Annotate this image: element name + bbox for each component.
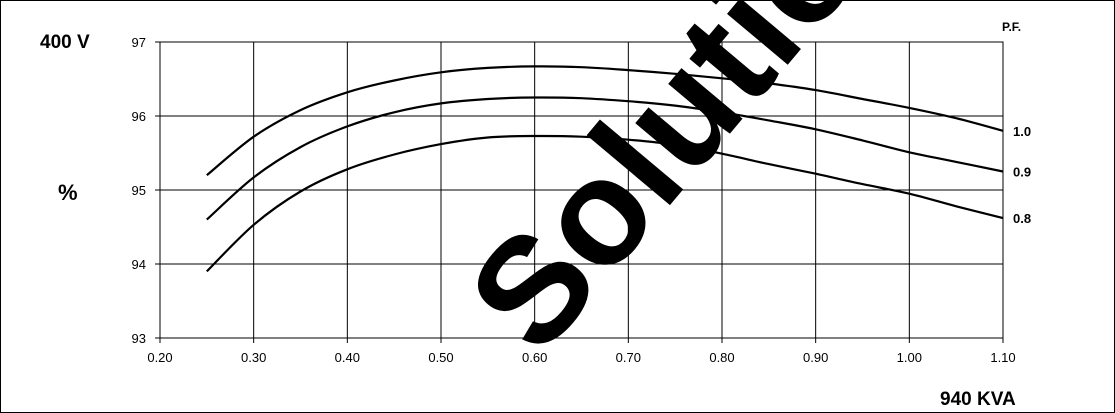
x-tick-label: 0.50 [428, 350, 453, 365]
x-tick-label: 0.80 [709, 350, 734, 365]
x-tick-label: 0.30 [241, 350, 266, 365]
series-line-pf-1-0 [206, 65, 1004, 177]
x-tick-label: 1.00 [897, 350, 922, 365]
x-tick-label: 0.60 [522, 350, 547, 365]
series-label: 0.8 [1013, 211, 1031, 226]
series-line-pf-0-9 [206, 96, 1004, 221]
x-tick-label: 0.20 [147, 350, 172, 365]
series-line-pf-0-8 [206, 134, 1004, 273]
x-tick-label: 0.90 [803, 350, 828, 365]
y-tick-label: 96 [132, 109, 146, 124]
series-labels: 1.0 0.9 0.8 [1013, 124, 1031, 226]
legend-title: P.F. [1002, 20, 1021, 34]
x-tick-label: 1.10 [990, 350, 1015, 365]
x-tick-labels: 0.20 0.30 0.40 0.50 0.60 0.70 0.80 0.90 1.00 1.10 [147, 350, 1015, 365]
series-layer [206, 65, 1004, 273]
y-tick-labels: 93 94 95 96 97 [132, 35, 146, 346]
x-axis-label: 940 KVA [940, 389, 1016, 410]
grid-layer [155, 41, 1004, 343]
y-axis-label: % [58, 180, 78, 205]
voltage-label: 400 V [40, 32, 90, 53]
y-tick-label: 94 [132, 257, 146, 272]
series-label: 0.9 [1013, 165, 1031, 180]
series-label: 1.0 [1013, 124, 1031, 139]
x-tick-label: 0.40 [335, 350, 360, 365]
y-tick-label: 93 [132, 331, 146, 346]
x-tick-label: 0.70 [616, 350, 641, 365]
y-tick-label: 95 [132, 183, 146, 198]
y-tick-label: 97 [132, 35, 146, 50]
